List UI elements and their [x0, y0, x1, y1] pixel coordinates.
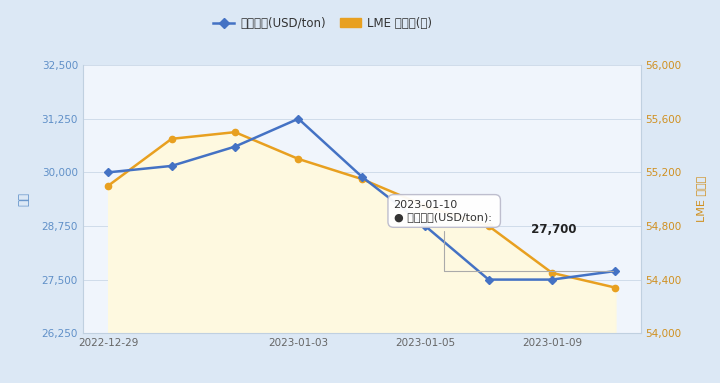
- Legend: 니켈가격(USD/ton), LME 재고량(톤): 니켈가격(USD/ton), LME 재고량(톤): [209, 12, 437, 34]
- LME 재고량(톤): [485, 224, 493, 228]
- LME 재고량(톤): [548, 271, 557, 275]
- Y-axis label: 니켈: 니켈: [17, 192, 30, 206]
- 니켈가격(USD/ton): [548, 277, 557, 282]
- Line: LME 재고량(톤): LME 재고량(톤): [105, 129, 618, 291]
- 니켈가격(USD/ton): [230, 144, 239, 149]
- LME 재고량(톤): [611, 285, 620, 290]
- 니켈가격(USD/ton): [167, 164, 176, 168]
- 니켈가격(USD/ton): [294, 116, 302, 121]
- LME 재고량(톤): [230, 130, 239, 134]
- 니켈가격(USD/ton): [485, 277, 493, 282]
- LME 재고량(톤): [104, 183, 112, 188]
- LME 재고량(톤): [421, 204, 430, 208]
- LME 재고량(톤): [167, 137, 176, 141]
- Text: 2023-01-10
● 니켈가격(USD/ton):: 2023-01-10 ● 니켈가격(USD/ton):: [394, 200, 613, 271]
- LME 재고량(톤): [357, 177, 366, 182]
- 니켈가격(USD/ton): [357, 174, 366, 179]
- Line: 니켈가격(USD/ton): 니켈가격(USD/ton): [105, 116, 618, 283]
- Y-axis label: LME 재고량: LME 재고량: [696, 176, 706, 222]
- 니켈가격(USD/ton): [104, 170, 112, 175]
- 니켈가격(USD/ton): [421, 224, 430, 228]
- LME 재고량(톤): [294, 157, 302, 161]
- Text: 27,700: 27,700: [523, 223, 577, 236]
- 니켈가격(USD/ton): [611, 269, 620, 273]
